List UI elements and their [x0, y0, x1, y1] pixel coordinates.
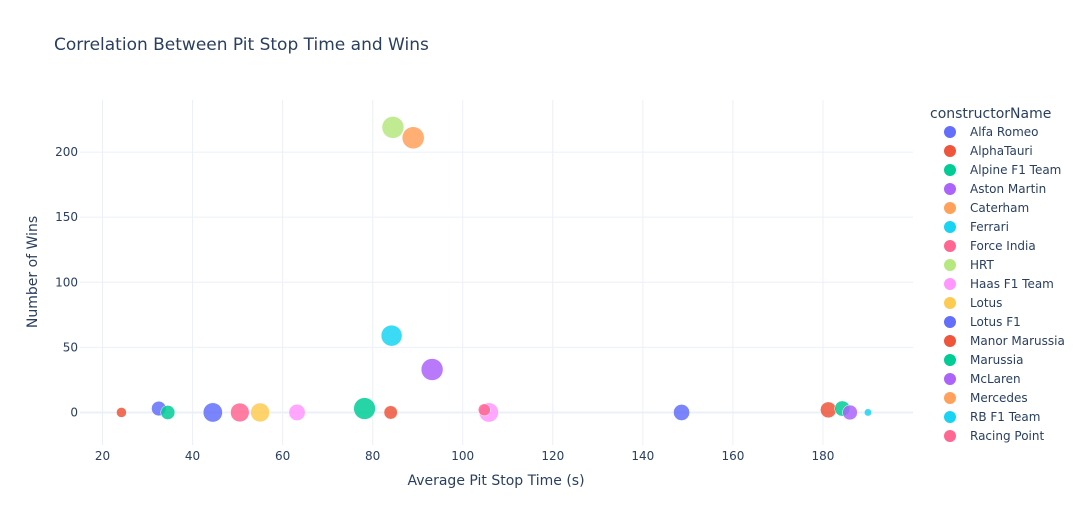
legend-item[interactable]: Alfa Romeo: [944, 125, 1039, 139]
x-tick-label: 20: [95, 449, 110, 463]
legend-label: HRT: [970, 258, 994, 272]
data-point[interactable]: [380, 324, 403, 347]
x-tick-label: 140: [631, 449, 654, 463]
legend-marker: [944, 411, 956, 423]
x-tick-label: 180: [811, 449, 834, 463]
data-point[interactable]: [820, 401, 837, 419]
plot-area: [80, 100, 913, 445]
data-point[interactable]: [381, 116, 405, 139]
legend-marker: [944, 145, 956, 157]
plot-background: [80, 100, 913, 445]
legend-marker: [944, 297, 956, 309]
data-point[interactable]: [477, 403, 491, 417]
data-point[interactable]: [353, 397, 376, 420]
legend-item[interactable]: Haas F1 Team: [944, 277, 1054, 291]
grid: [80, 100, 913, 445]
legend-label: Ferrari: [970, 220, 1009, 234]
legend-item[interactable]: McLaren: [944, 372, 1021, 386]
legend-item[interactable]: HRT: [944, 258, 994, 272]
legend-item[interactable]: Racing Point: [944, 429, 1044, 443]
data-point[interactable]: [383, 405, 398, 420]
legend-marker: [944, 202, 956, 214]
legend-marker: [944, 259, 956, 271]
x-axis-label: Average Pit Stop Time (s): [407, 473, 584, 489]
legend-item[interactable]: Force India: [944, 239, 1036, 253]
chart-title: Correlation Between Pit Stop Time and Wi…: [54, 35, 429, 55]
legend-marker: [944, 164, 956, 176]
legend-label: AlphaTauri: [970, 144, 1033, 158]
legend-item[interactable]: Mercedes: [944, 391, 1028, 405]
legend-marker: [944, 354, 956, 366]
legend-label: Force India: [970, 239, 1036, 253]
y-axis-label: Number of Wins: [25, 216, 41, 328]
y-tick-label: 150: [55, 210, 78, 224]
y-tick-label: 200: [55, 145, 78, 159]
legend-label: RB F1 Team: [970, 410, 1040, 424]
legend-item[interactable]: Lotus: [944, 296, 1002, 310]
data-point[interactable]: [202, 402, 223, 423]
data-point[interactable]: [250, 402, 270, 423]
legend-label: Marussia: [970, 353, 1023, 367]
legend-item[interactable]: Aston Martin: [944, 182, 1046, 196]
legend-item[interactable]: AlphaTauri: [944, 144, 1033, 158]
legend-label: Alfa Romeo: [970, 125, 1039, 139]
legend-item[interactable]: Manor Marussia: [944, 334, 1065, 348]
legend-marker: [944, 430, 956, 442]
legend-marker: [944, 240, 956, 252]
x-tick-label: 40: [185, 449, 200, 463]
legend-item[interactable]: Caterham: [944, 201, 1029, 215]
x-axis-ticks: 20 40 60 80 100 120 140 160 180: [95, 449, 835, 463]
x-tick-label: 60: [275, 449, 290, 463]
data-point[interactable]: [288, 403, 306, 421]
legend-label: Alpine F1 Team: [970, 163, 1061, 177]
legend-item[interactable]: RB F1 Team: [944, 410, 1040, 424]
data-points: [116, 116, 872, 423]
data-point[interactable]: [420, 358, 444, 381]
legend-label: Mercedes: [970, 391, 1028, 405]
y-axis-ticks: 0 50 100 150 200: [55, 145, 78, 419]
legend-label: Lotus: [970, 296, 1002, 310]
y-tick-label: 0: [70, 405, 78, 419]
data-point[interactable]: [673, 404, 690, 421]
legend-title: constructorName: [930, 106, 1051, 122]
data-point[interactable]: [116, 407, 127, 418]
legend: constructorName Alfa Romeo AlphaTauri Alpi…: [930, 106, 1065, 443]
legend-label: Caterham: [970, 201, 1029, 215]
x-tick-label: 120: [541, 449, 564, 463]
legend-item[interactable]: Marussia: [944, 353, 1023, 367]
data-point[interactable]: [230, 402, 250, 423]
legend-label: Manor Marussia: [970, 334, 1065, 348]
x-tick-label: 80: [365, 449, 380, 463]
legend-item[interactable]: Ferrari: [944, 220, 1009, 234]
legend-marker: [944, 316, 956, 328]
legend-marker: [944, 221, 956, 233]
data-point[interactable]: [842, 404, 858, 421]
y-tick-label: 100: [55, 275, 78, 289]
legend-item[interactable]: Lotus F1: [944, 315, 1021, 329]
data-point[interactable]: [160, 405, 176, 420]
x-tick-label: 100: [451, 449, 474, 463]
legend-marker: [944, 183, 956, 195]
data-point[interactable]: [401, 126, 425, 150]
x-tick-label: 160: [721, 449, 744, 463]
legend-marker: [944, 392, 956, 404]
legend-label: McLaren: [970, 372, 1021, 386]
legend-marker: [944, 373, 956, 385]
legend-label: Racing Point: [970, 429, 1044, 443]
legend-label: Haas F1 Team: [970, 277, 1054, 291]
legend-label: Lotus F1: [970, 315, 1021, 329]
legend-label: Aston Martin: [970, 182, 1046, 196]
legend-marker: [944, 126, 956, 138]
legend-item[interactable]: Alpine F1 Team: [944, 163, 1061, 177]
legend-marker: [944, 278, 956, 290]
legend-marker: [944, 335, 956, 347]
y-tick-label: 50: [63, 340, 78, 354]
data-point[interactable]: [864, 408, 872, 417]
